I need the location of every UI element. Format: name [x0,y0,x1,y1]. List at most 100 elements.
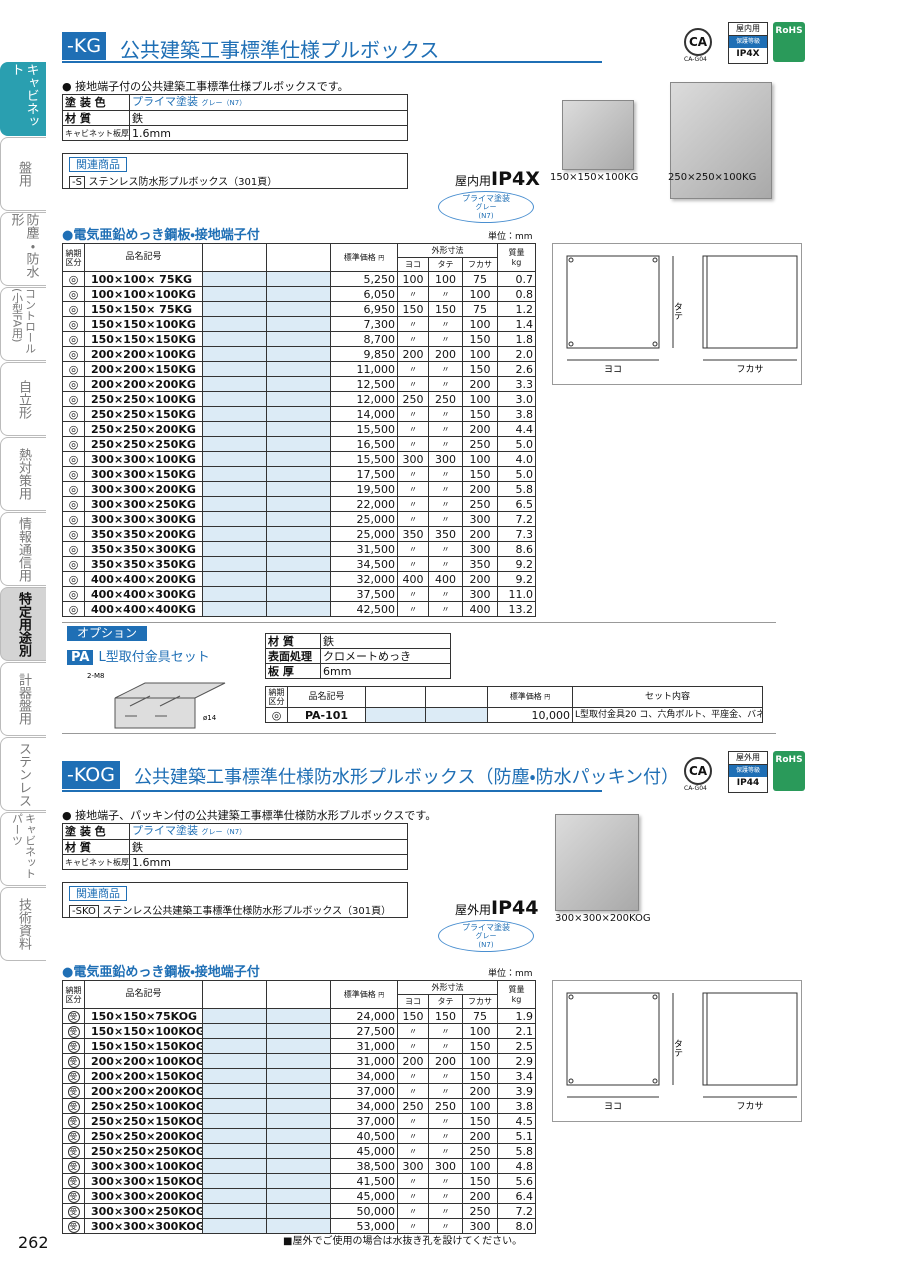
mark-cell: 受 [62,1038,85,1054]
header-row: 納期区分 品名記号 標準価格 円セット内容 [265,686,763,708]
header-cell: フカサ [461,257,499,272]
related-heading: 関連商品 [69,157,127,172]
mark-cell: ◎ [62,451,85,467]
header-text: 標準価格 [509,692,542,701]
option-label: オプション [67,626,147,641]
blank-cell [266,436,331,452]
name-cell: 250×250×100KOG [84,1098,203,1114]
usage-text: 屋内用 [455,174,492,188]
value-cell: 〃 [397,1068,429,1084]
value-cell: 〃 [428,1113,463,1129]
mark-cell: 受 [62,1203,85,1219]
blank-cell [266,361,331,377]
blank-cell [266,1068,331,1084]
related-text: ステンレス防水形プルボックス（301頁） [88,177,278,188]
blank-cell [266,1113,331,1129]
spec-row: 板 厚 6mm [265,663,451,679]
price-cell: 12,500 [330,376,398,392]
name-cell: 350×350×200KG [84,526,203,542]
blank-cell [202,271,267,287]
value-cell: 1.9 [497,1008,537,1024]
mark-cell: ◎ [62,571,85,587]
cert-code: CA-G04 [684,56,707,63]
section-code: -KG [62,32,107,60]
mark-cell: ◎ [62,406,85,422]
data-row: ◎ 150×150×100KG 7,300 〃〃 100 1.4 [62,316,537,332]
value-cell: 300 [461,511,499,527]
value-cell: 4.0 [497,451,537,467]
blank-cell [266,286,331,302]
value-cell: 〃 [397,286,429,302]
value-cell: 150 [461,331,499,347]
value-cell: 〃 [428,376,463,392]
data-row: ◎ 350×350×200KG 25,000 350 350 200 7.3 [62,526,537,542]
price-cell: 38,500 [330,1158,398,1174]
value-cell: 150 [461,1113,499,1129]
mark-cell: ◎ [62,271,85,287]
data-row: 受 250×250×250KOG 45,000 〃〃 250 5.8 [62,1143,537,1159]
value-cell: 1.2 [497,301,537,317]
mark-cell: ◎ [62,391,85,407]
option-spec-table: 材 質鉄表面処理 クロメートめっき板 厚 6mm [265,633,451,679]
value-cell: 5.1 [497,1128,537,1144]
header-cell: 納期区分 [62,980,85,1009]
data-row: ◎ 300×300×300KG 25,000 〃〃 300 7.2 [62,511,537,527]
price-cell: 42,500 [330,601,398,617]
name-cell: 300×300×300KG [84,511,203,527]
delivery-mark: ◎ [68,587,79,601]
related-box: 関連商品 -S ステンレス防水形プルボックス（301頁） [62,153,408,189]
grade-box: 屋内用 保護等級 IP4X [728,22,768,64]
sidebar-tab: コントロール(小型FA用) [0,287,46,361]
value-cell: 200 [397,1053,429,1069]
data-row: ◎ 250×250×150KG 14,000 〃〃 150 3.8 [62,406,537,422]
price-cell: 27,500 [330,1023,398,1039]
paint-text: グレー [475,203,497,211]
value-cell: 〃 [397,436,429,452]
blank-cell [202,1203,267,1219]
value-cell: 100 [461,1098,499,1114]
value-cell: 200 [461,421,499,437]
value-cell: 〃 [428,466,463,482]
mark-cell: 受 [62,1068,85,1084]
name-cell: PA-101 [287,707,366,723]
blank-cell [202,376,267,392]
mark-cell: 受 [62,1188,85,1204]
blank-cell [266,271,331,287]
value-cell: 150 [397,301,429,317]
sidebar-tab: 自立形 [0,362,46,436]
header-cell: 質量 kg [497,243,537,272]
value-cell: 〃 [428,361,463,377]
header-cell: 質量 kg [497,980,537,1009]
blank-cell [266,1083,331,1099]
delivery-mark: 受 [67,1191,80,1203]
related-heading: 関連商品 [69,886,127,901]
value-cell: 150 [461,406,499,422]
name-cell: 150×150×100KG [84,316,203,332]
header-text: 標準価格 [343,252,376,262]
delivery-mark: 受 [67,1176,80,1188]
data-row: ◎ 300×300×200KG 19,500 〃〃 200 5.8 [62,481,537,497]
blank-cell [202,1173,267,1189]
grade-use: 屋内用 [729,23,767,36]
value-cell: 〃 [397,1203,429,1219]
value-cell: 100 [461,1158,499,1174]
header-cell: ヨコ [397,257,429,272]
screw [652,341,658,347]
related-code: -SKO [69,905,99,918]
dim-label: ヨコ [604,1102,622,1112]
spec-label: 材 質 [62,839,130,855]
value-cell: 7.3 [497,526,537,542]
blank-cell [202,571,267,587]
value-cell: 150 [428,301,463,317]
header-cell: ヨコ [397,994,429,1009]
data-row: 受 200×200×100KOG 31,000 200 200 100 2.9 [62,1053,537,1069]
paint-tag: プライマ塗装 グレー (N7) [438,191,534,223]
value-cell: 〃 [397,466,429,482]
value-cell: 200 [461,376,499,392]
price-cell: 19,500 [330,481,398,497]
value-cell: 〃 [428,286,463,302]
mark-cell: ◎ [62,346,85,362]
spec-row: キャビネット板厚 1.6mm [62,125,408,141]
spec-text: プライマ塗装 [132,95,198,109]
value-cell: 〃 [397,361,429,377]
